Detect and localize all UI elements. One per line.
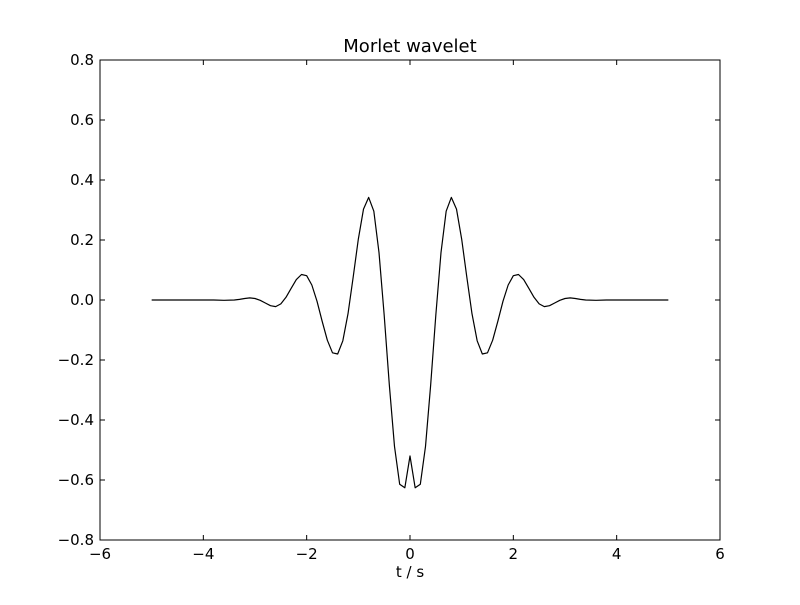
- chart-title: Morlet wavelet: [343, 36, 476, 57]
- y-tick-label: −0.4: [58, 411, 94, 429]
- x-axis-label: t / s: [396, 563, 424, 581]
- x-tick-label: 6: [715, 545, 725, 563]
- wavelet-series-line: [151, 196, 669, 489]
- y-tick-label: −0.8: [58, 531, 94, 549]
- x-tick-label: −2: [296, 545, 318, 563]
- y-tick-label: 0.8: [70, 51, 94, 69]
- y-tick-label: −0.2: [58, 351, 94, 369]
- y-tick-label: −0.6: [58, 471, 94, 489]
- x-tick-label: −6: [89, 545, 111, 563]
- y-tick-label: 0.4: [70, 171, 94, 189]
- x-tick-label: 0: [405, 545, 415, 563]
- x-tick-label: 4: [612, 545, 622, 563]
- ticks-layer: −6 −4 −2 0 2 4 6 −0.8 −0.6 −0.4 −0.2 0.0 0.2 0.4 0.6 0.…: [58, 51, 725, 563]
- y-tick-label: 0.6: [70, 111, 94, 129]
- x-tick-label: 2: [509, 545, 519, 563]
- y-tick-label: 0.2: [70, 231, 94, 249]
- y-tick-label: 0.0: [70, 291, 94, 309]
- plot-area: [99, 59, 721, 541]
- x-tick-label: −4: [192, 545, 214, 563]
